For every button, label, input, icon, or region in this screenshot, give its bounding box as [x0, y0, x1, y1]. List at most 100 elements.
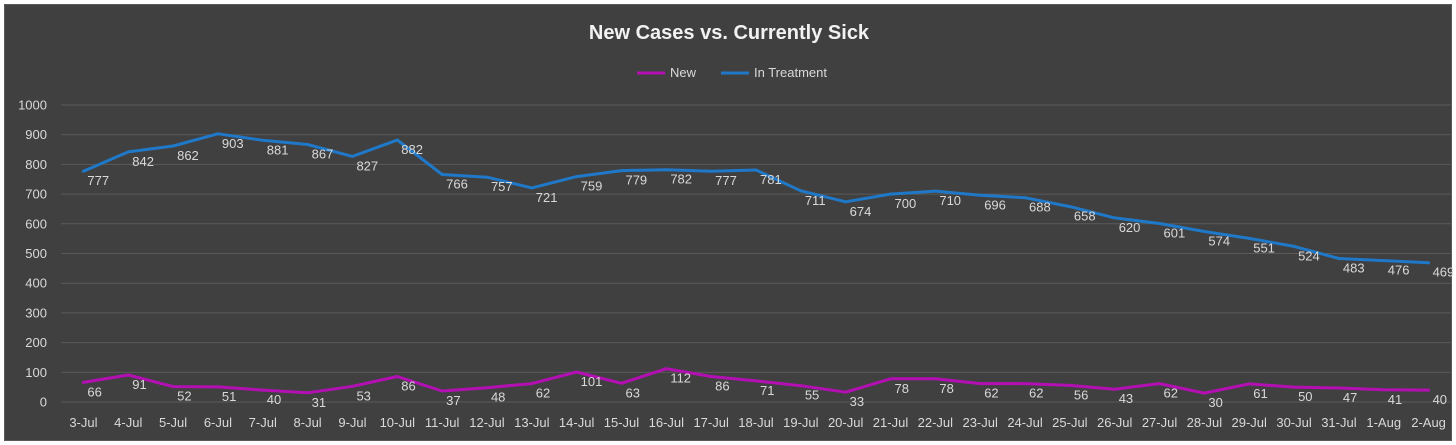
data-label: 43 — [1119, 391, 1133, 406]
data-point — [1068, 205, 1072, 209]
data-point — [81, 380, 85, 384]
data-point — [126, 150, 130, 154]
data-label: 757 — [491, 179, 513, 194]
data-label: 30 — [1208, 395, 1222, 410]
data-label: 620 — [1119, 220, 1141, 235]
data-point — [1382, 259, 1386, 263]
data-label: 711 — [805, 193, 826, 208]
data-label: 56 — [1074, 387, 1088, 402]
data-point — [530, 382, 534, 386]
data-point — [709, 169, 713, 173]
data-point — [889, 192, 893, 196]
x-tick-label: 24-Jul — [1007, 415, 1043, 430]
data-label: 700 — [895, 196, 917, 211]
data-label: 601 — [1164, 226, 1186, 241]
data-label: 766 — [446, 176, 468, 191]
legend: New In Treatment — [637, 65, 827, 80]
x-tick-label: 27-Jul — [1142, 415, 1178, 430]
data-label: 688 — [1029, 200, 1051, 215]
data-labels: 66 91 52 51 40 31 53 86 37 48 62 101 63 112 86 71 55 33 78… — [87, 136, 1453, 410]
data-point — [664, 168, 668, 172]
data-label: 101 — [581, 374, 603, 389]
data-point — [1427, 388, 1431, 392]
x-tick-label: 30-Jul — [1276, 415, 1312, 430]
data-point — [485, 175, 489, 179]
data-point — [306, 391, 310, 395]
data-point — [619, 381, 623, 385]
y-tick-label: 700 — [25, 187, 47, 202]
x-tick-label: 9-Jul — [338, 415, 366, 430]
data-label: 78 — [895, 381, 909, 396]
data-label: 61 — [1253, 386, 1267, 401]
data-point — [754, 168, 758, 172]
data-label: 53 — [356, 388, 370, 403]
data-label: 86 — [401, 378, 415, 393]
data-point — [933, 377, 937, 381]
x-tick-label: 8-Jul — [294, 415, 322, 430]
y-tick-label: 300 — [25, 305, 47, 320]
data-point — [799, 189, 803, 193]
y-tick-label: 200 — [25, 335, 47, 350]
data-point — [1023, 382, 1027, 386]
data-label: 62 — [984, 386, 998, 401]
data-point — [171, 385, 175, 389]
data-point — [485, 386, 489, 390]
data-point — [1247, 236, 1251, 240]
data-label: 63 — [625, 385, 639, 400]
x-tick-label: 16-Jul — [649, 415, 685, 430]
gridlines — [61, 104, 1451, 403]
data-label: 47 — [1343, 390, 1357, 405]
data-point — [1113, 216, 1117, 220]
data-point — [709, 374, 713, 378]
data-label: 55 — [805, 388, 819, 403]
x-tick-label: 4-Jul — [114, 415, 142, 430]
data-point — [799, 384, 803, 388]
x-tick-label: 22-Jul — [918, 415, 954, 430]
y-tick-label: 600 — [25, 216, 47, 231]
data-label: 33 — [850, 394, 864, 409]
y-tick-label: 900 — [25, 127, 47, 142]
data-label: 48 — [491, 390, 505, 405]
data-label: 777 — [715, 173, 737, 188]
data-point — [440, 389, 444, 393]
data-label: 551 — [1253, 240, 1275, 255]
data-point — [844, 390, 848, 394]
x-tick-label: 21-Jul — [873, 415, 909, 430]
y-tick-label: 0 — [40, 395, 47, 410]
chart-area: New Cases vs. Currently Sick New In Treat… — [4, 4, 1453, 441]
data-point — [216, 385, 220, 389]
data-label: 86 — [715, 378, 729, 393]
data-point — [1023, 196, 1027, 200]
data-point — [440, 172, 444, 176]
data-point — [1068, 383, 1072, 387]
data-point — [1292, 385, 1296, 389]
data-point — [81, 169, 85, 173]
data-label: 37 — [446, 393, 460, 408]
x-tick-label: 2-Aug — [1411, 415, 1446, 430]
y-tick-label: 400 — [25, 276, 47, 291]
series-lines — [81, 132, 1431, 395]
data-point — [395, 138, 399, 142]
data-point — [1247, 382, 1251, 386]
y-tick-label: 500 — [25, 246, 47, 261]
legend-label-1: In Treatment — [754, 65, 827, 80]
data-label: 62 — [1164, 386, 1178, 401]
data-label: 40 — [267, 392, 281, 407]
x-tick-label: 26-Jul — [1097, 415, 1133, 430]
data-point — [978, 382, 982, 386]
x-tick-label: 1-Aug — [1366, 415, 1401, 430]
data-point — [261, 138, 265, 142]
data-point — [664, 367, 668, 371]
data-point — [126, 373, 130, 377]
data-label: 781 — [760, 172, 782, 187]
data-point — [575, 175, 579, 179]
data-label: 52 — [177, 389, 191, 404]
data-point — [216, 132, 220, 136]
data-point — [844, 200, 848, 204]
data-label: 40 — [1433, 392, 1447, 407]
data-point — [1427, 261, 1431, 265]
data-point — [1337, 257, 1341, 261]
x-tick-label: 23-Jul — [962, 415, 998, 430]
data-label: 882 — [401, 142, 423, 157]
data-label: 469 — [1433, 265, 1453, 280]
